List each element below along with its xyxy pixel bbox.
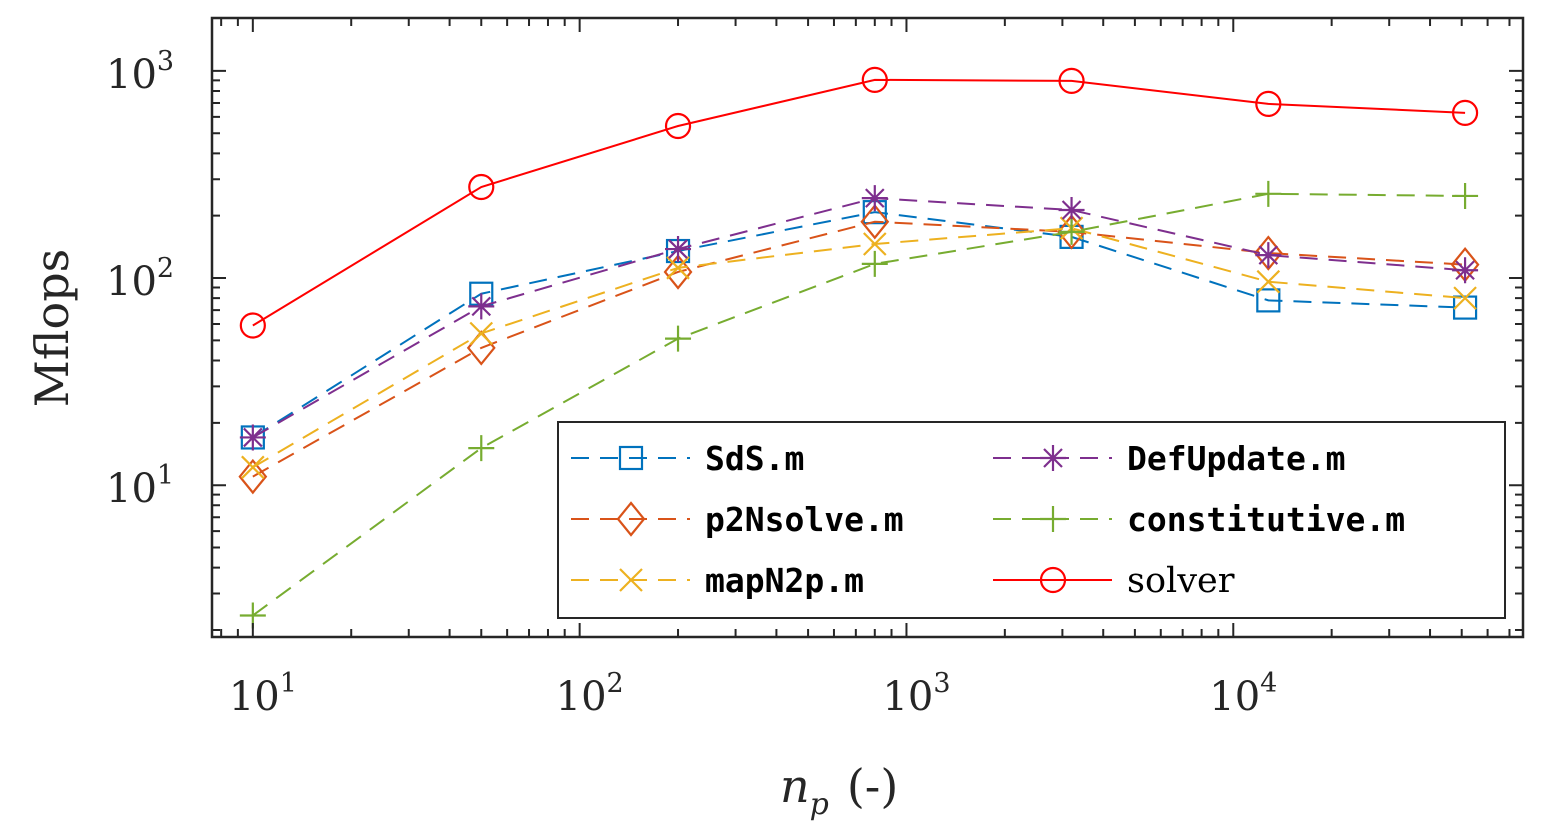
x-tick-label: 102 (556, 668, 624, 720)
data-point-circle (239, 312, 266, 339)
y-tick-label: 103 (106, 46, 174, 98)
data-point-asterisk (1452, 257, 1479, 284)
data-point-plus (861, 250, 888, 277)
legend-entry: solver (993, 561, 1235, 601)
data-point-plus (1452, 182, 1479, 209)
series-mapn2p-m (241, 216, 1477, 480)
x-tick-label: 101 (229, 668, 297, 720)
series-defupdate-m (239, 185, 1479, 451)
y-tick-label: 102 (106, 253, 174, 305)
x-label-main: n (780, 759, 810, 813)
data-point-circle (861, 66, 888, 93)
data-point-plus (665, 325, 692, 352)
data-point-diamond (238, 458, 268, 495)
data-point-diamond (1057, 214, 1086, 250)
axes-box (210, 16, 1525, 639)
legend-marker-asterisk (1040, 445, 1066, 471)
y-tick-label: 101 (106, 460, 174, 512)
data-point-plus (1058, 218, 1085, 245)
data-point-diamond (860, 203, 890, 240)
legend-entry: constitutive.m (993, 500, 1405, 539)
x-axis-label: np (-) (780, 759, 898, 822)
data-point-square (1256, 288, 1281, 313)
x-label-sub: p (810, 787, 829, 822)
legend-label: DefUpdate.m (1127, 439, 1346, 478)
series-line (252, 220, 1466, 478)
legend-marker-circle (1039, 566, 1067, 594)
data-point-x (666, 256, 690, 280)
data-point-x (863, 232, 887, 256)
legend-entry: mapN2p.m (571, 561, 864, 600)
data-point-circle (1451, 99, 1479, 126)
data-point-x (469, 321, 494, 346)
series-line (252, 197, 1466, 439)
legend-marker-x (619, 568, 643, 592)
data-point-asterisk (861, 185, 888, 212)
y-axis-label: Mflops (25, 249, 79, 408)
legend-label: p2Nsolve.m (705, 500, 904, 539)
legend-marker-diamond (616, 501, 646, 537)
data-point-circle (468, 173, 495, 201)
data-point-x (241, 455, 265, 480)
legend-label: mapN2p.m (705, 561, 864, 600)
data-point-x (1256, 269, 1281, 294)
x-tick-label: 103 (882, 668, 950, 720)
axis-ticks (212, 18, 1523, 637)
legend-label: SdS.m (705, 439, 804, 478)
data-point-square (1452, 295, 1478, 320)
series-solver (239, 66, 1479, 339)
data-point-asterisk (1058, 197, 1085, 224)
legend-marker-square (618, 445, 644, 471)
legend-entry: p2Nsolve.m (571, 500, 904, 539)
data-point-circle (1255, 90, 1282, 117)
data-point-asterisk (239, 424, 266, 451)
tick-labels: 101 102 103 104 101 102 103 (106, 46, 1277, 720)
legend-entry: SdS.m (571, 439, 804, 478)
data-point-plus (468, 435, 495, 462)
data-point-asterisk (468, 293, 495, 320)
legend-label: constitutive.m (1127, 500, 1405, 539)
data-point-plus (1255, 180, 1282, 207)
legend-label: solver (1127, 561, 1235, 601)
plot-marks (238, 66, 1480, 629)
series-sds-m (240, 200, 1478, 450)
data-point-asterisk (1255, 242, 1282, 269)
data-point-x (1453, 286, 1477, 310)
data-point-circle (664, 112, 692, 140)
x-label-suffix: (-) (847, 759, 898, 813)
series-line (252, 78, 1466, 327)
legend: SdS.m p2Nsolve.m mapN2p.m DefUpdate.m consti… (557, 421, 1506, 619)
legend-marker-plus (1040, 506, 1066, 532)
data-point-asterisk (665, 236, 692, 263)
x-tick-label: 104 (1209, 668, 1277, 720)
data-point-circle (1058, 67, 1085, 94)
legend-entry: DefUpdate.m (993, 439, 1346, 478)
